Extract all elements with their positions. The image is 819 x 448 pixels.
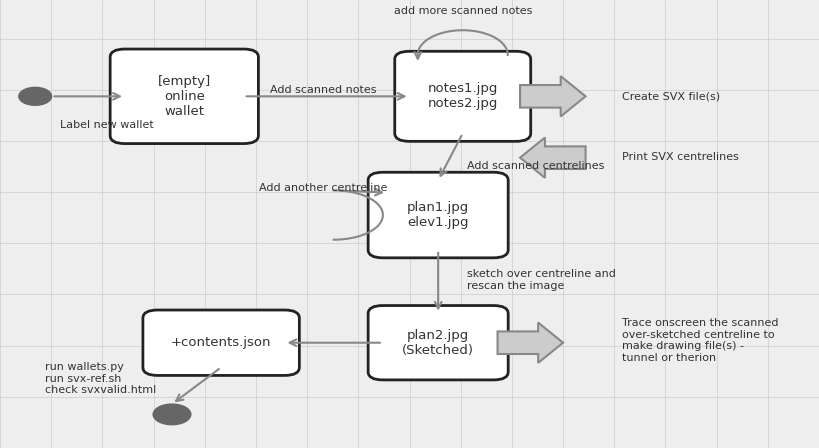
Text: [empty]
online
wallet: [empty] online wallet xyxy=(157,75,211,118)
Text: plan2.jpg
(Sketched): plan2.jpg (Sketched) xyxy=(402,329,474,357)
Polygon shape xyxy=(520,138,586,178)
Text: Add scanned centrelines: Add scanned centrelines xyxy=(467,161,604,171)
Text: Print SVX centrelines: Print SVX centrelines xyxy=(622,152,740,162)
FancyBboxPatch shape xyxy=(395,52,531,141)
Text: add more scanned notes: add more scanned notes xyxy=(394,6,532,16)
Text: Add scanned notes: Add scanned notes xyxy=(270,85,377,95)
Circle shape xyxy=(153,404,191,425)
Text: Label new wallet: Label new wallet xyxy=(60,121,153,130)
Text: plan1.jpg
elev1.jpg: plan1.jpg elev1.jpg xyxy=(407,201,469,229)
FancyBboxPatch shape xyxy=(111,49,259,143)
Text: Add another centreline: Add another centreline xyxy=(260,183,387,193)
Text: Trace onscreen the scanned
over-sketched centreline to
make drawing file(s) -
tu: Trace onscreen the scanned over-sketched… xyxy=(622,318,779,363)
Text: run wallets.py
run svx-ref.sh
check svxvalid.html: run wallets.py run svx-ref.sh check svxv… xyxy=(45,362,156,395)
Polygon shape xyxy=(498,323,563,363)
Circle shape xyxy=(19,87,52,105)
FancyBboxPatch shape xyxy=(369,172,508,258)
Polygon shape xyxy=(520,76,586,116)
Text: notes1.jpg
notes2.jpg: notes1.jpg notes2.jpg xyxy=(428,82,498,110)
Text: +contents.json: +contents.json xyxy=(171,336,271,349)
Text: Create SVX file(s): Create SVX file(s) xyxy=(622,91,721,101)
FancyBboxPatch shape xyxy=(369,306,508,380)
Text: sketch over centreline and
rescan the image: sketch over centreline and rescan the im… xyxy=(467,269,616,291)
FancyBboxPatch shape xyxy=(143,310,300,375)
